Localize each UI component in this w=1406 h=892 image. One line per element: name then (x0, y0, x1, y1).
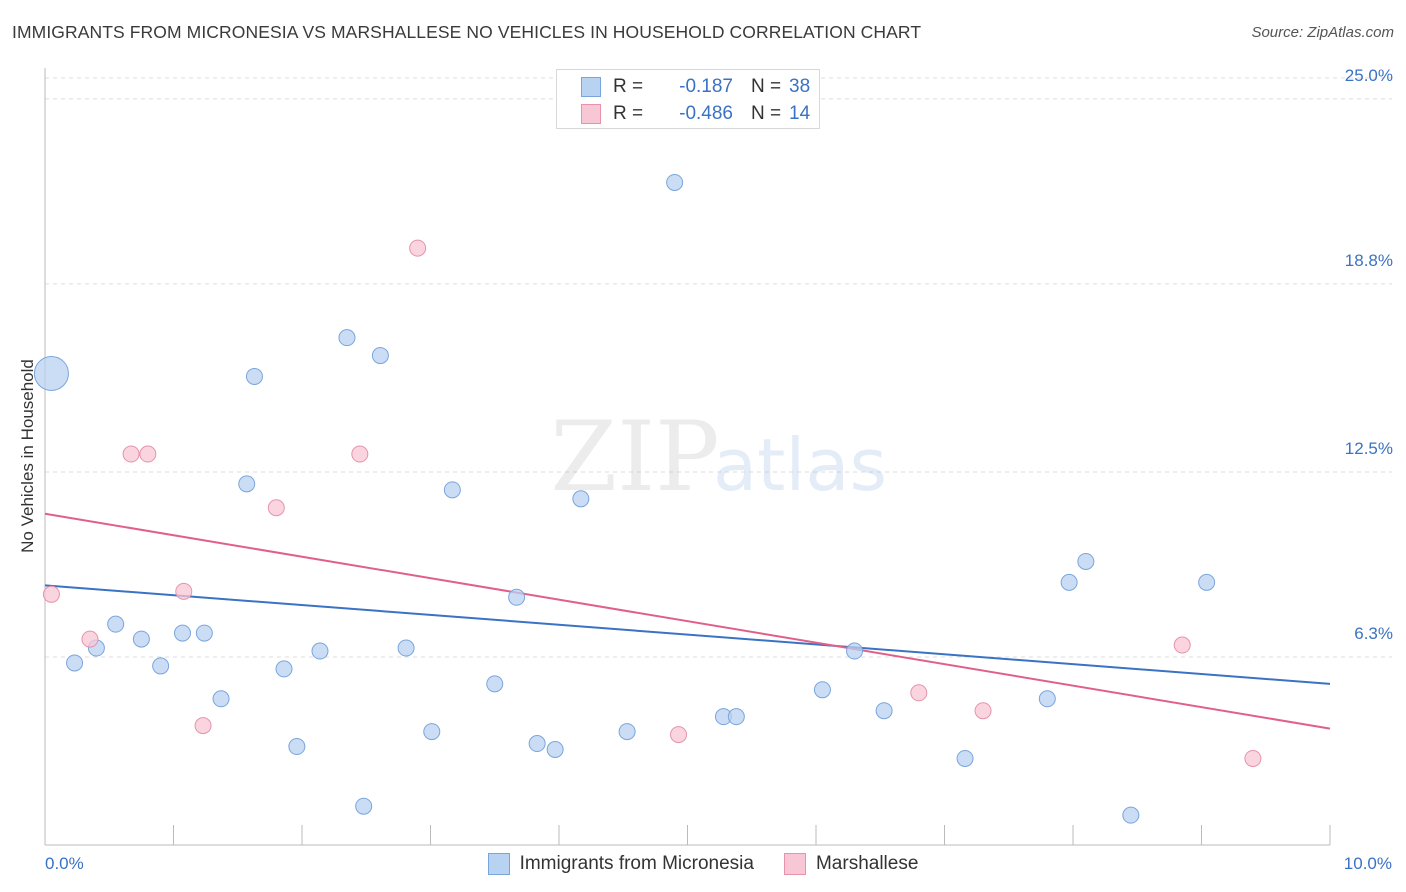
legend-r-value: -0.187 (679, 76, 733, 97)
chart-title: IMMIGRANTS FROM MICRONESIA VS MARSHALLES… (12, 22, 922, 42)
legend-item-micronesia[interactable]: Immigrants from Micronesia (487, 853, 754, 875)
y-tick-label: 12.5% (1345, 439, 1393, 458)
legend-n-key: N = (751, 103, 782, 124)
gridlines (45, 77, 1392, 658)
point-micronesia (813, 681, 831, 699)
point-micronesia (397, 639, 415, 657)
legend-item-marshallese[interactable]: Marshallese (783, 853, 919, 875)
point-micronesia (546, 740, 564, 758)
point-marshallese (1173, 636, 1191, 654)
point-micronesia (666, 173, 684, 191)
trend-lines (44, 512, 1331, 730)
legend-n-value: 38 (789, 76, 811, 97)
point-marshallese (42, 585, 60, 603)
point-micronesia (238, 475, 256, 493)
source-label: Source: ZipAtlas.com (1251, 24, 1394, 41)
point-micronesia (528, 735, 546, 753)
point-micronesia (107, 615, 125, 633)
legend-r-value: -0.486 (679, 103, 733, 124)
point-micronesia (173, 624, 191, 642)
point-micronesia (311, 642, 329, 660)
point-micronesia (572, 490, 590, 508)
point-marshallese (175, 582, 193, 600)
point-micronesia (33, 355, 69, 391)
point-micronesia (1077, 552, 1095, 570)
point-micronesia (338, 329, 356, 347)
correlation-legend: R = -0.187 N = 38 R = -0.486 N = 14 (556, 69, 820, 129)
y-tick-label: 18.8% (1345, 251, 1393, 270)
point-micronesia (195, 624, 213, 642)
point-micronesia (486, 675, 504, 693)
point-micronesia (132, 630, 150, 648)
axes (44, 68, 1331, 846)
legend-row-micronesia: R = -0.187 N = 38 (581, 76, 810, 98)
point-marshallese (194, 717, 212, 735)
point-micronesia (875, 702, 893, 720)
point-micronesia (956, 749, 974, 767)
point-micronesia (245, 367, 263, 385)
point-micronesia (727, 708, 745, 726)
point-micronesia (275, 660, 293, 678)
y-axis-label: No Vehicles in Household (18, 359, 37, 553)
x-tick-label: 0.0% (45, 854, 84, 873)
point-marshallese (910, 684, 928, 702)
point-marshallese (351, 445, 369, 463)
series-legend: Immigrants from Micronesia Marshallese (0, 852, 1406, 876)
point-micronesia (846, 642, 864, 660)
legend-swatch-micronesia (581, 77, 601, 97)
point-micronesia (618, 723, 636, 741)
point-micronesia (371, 347, 389, 365)
point-micronesia (288, 738, 306, 756)
point-marshallese (139, 445, 157, 463)
point-micronesia (212, 690, 230, 708)
point-micronesia (1060, 573, 1078, 591)
point-marshallese (122, 445, 140, 463)
legend-label-micronesia: Immigrants from Micronesia (519, 853, 754, 874)
legend-n-value: 14 (789, 103, 811, 124)
watermark-atlas: atlas (713, 423, 887, 507)
legend-swatch-micronesia (487, 853, 510, 875)
legend-row-marshallese: R = -0.486 N = 14 (581, 103, 810, 125)
point-micronesia (66, 654, 84, 672)
point-micronesia (355, 797, 373, 815)
point-micronesia (1038, 690, 1056, 708)
point-micronesia (443, 481, 461, 499)
point-marshallese (1244, 749, 1262, 767)
legend-swatch-marshallese (783, 853, 806, 875)
point-micronesia (1198, 573, 1216, 591)
legend-n-key: N = (751, 76, 782, 97)
x-tick-label: 10.0% (1344, 854, 1392, 873)
point-marshallese (267, 499, 285, 517)
point-marshallese (670, 726, 688, 744)
watermark: ZIP atlas (550, 401, 887, 513)
point-micronesia (1122, 806, 1140, 824)
point-marshallese (409, 239, 427, 257)
tick-labels: 6.3% 12.5% 18.8% 25.0% 0.0% 10.0% (45, 66, 1393, 873)
legend-swatch-marshallese (581, 104, 601, 124)
point-micronesia (423, 723, 441, 741)
point-marshallese (81, 630, 99, 648)
y-tick-label: 6.3% (1354, 624, 1393, 643)
y-tick-label: 25.0% (1345, 66, 1393, 85)
point-micronesia (152, 657, 170, 675)
point-marshallese (974, 702, 992, 720)
trend-line-micronesia (44, 584, 1331, 685)
trend-line-marshallese (44, 512, 1331, 730)
legend-r-key: R = (613, 76, 644, 97)
point-micronesia (508, 588, 526, 606)
legend-label-marshallese: Marshallese (815, 853, 919, 874)
data-points (33, 173, 1262, 824)
legend-r-key: R = (613, 103, 644, 124)
